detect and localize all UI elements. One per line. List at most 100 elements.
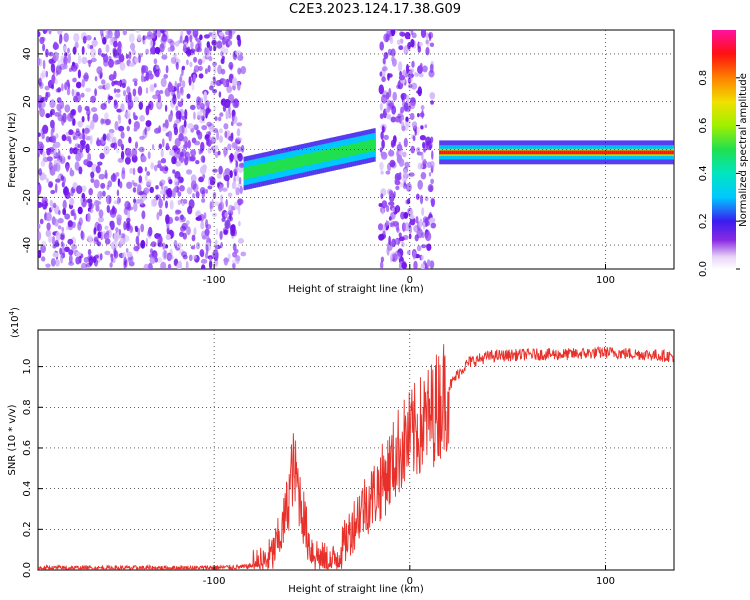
- heatmap-speckle: [387, 73, 393, 78]
- heatmap-speckle: [206, 47, 210, 55]
- heatmap-speckle: [202, 108, 207, 119]
- heatmap-speckle: [133, 115, 138, 121]
- heatmap-speckle: [114, 30, 121, 39]
- heatmap-speckle: [219, 112, 224, 117]
- heatmap-speckle: [86, 198, 93, 204]
- heatmap-speckle: [173, 157, 177, 165]
- heatmap-speckle: [72, 182, 78, 190]
- heatmap-band-inner: [261, 163, 264, 176]
- colorbar-tick-label: 0.4: [698, 165, 709, 181]
- heatmap-speckle: [80, 196, 83, 204]
- heatmap-speckle: [161, 242, 166, 248]
- heatmap-speckle: [399, 110, 403, 118]
- heatmap-speckle: [106, 230, 110, 235]
- heatmap-speckle: [126, 217, 131, 223]
- heatmap-band-inner: [265, 162, 268, 175]
- heatmap-band-inner: [327, 149, 330, 161]
- heatmap-speckle: [411, 82, 418, 90]
- heatmap-speckle: [117, 157, 124, 163]
- heatmap-band-inner: [291, 156, 294, 169]
- heatmap-speckle: [149, 83, 155, 93]
- heatmap-speckle: [67, 47, 70, 54]
- heatmap-speckle: [77, 121, 81, 126]
- heatmap-speckle: [411, 32, 417, 39]
- heatmap-speckle: [104, 225, 109, 230]
- heatmap-speckle: [85, 35, 92, 41]
- heatmap-speckle: [52, 252, 59, 258]
- heatmap-speckle: [385, 220, 390, 226]
- heatmap-speckle: [398, 45, 404, 51]
- heatmap-speckle: [116, 88, 121, 93]
- heatmap-speckle: [207, 147, 212, 154]
- heatmap-speckle: [113, 248, 117, 258]
- heatmap-speckle: [61, 181, 65, 188]
- heatmap-speckle: [231, 77, 238, 87]
- heatmap-speckle: [77, 144, 82, 149]
- heatmap-speckle: [192, 254, 197, 260]
- heatmap-speckle: [404, 161, 410, 168]
- heatmap-speckle: [197, 215, 202, 220]
- heatmap-speckle: [193, 65, 200, 73]
- heatmap-band-inner: [325, 149, 328, 162]
- heatmap-speckle: [131, 180, 135, 185]
- heatmap-speckle: [97, 223, 102, 232]
- heatmap-speckle: [87, 43, 91, 49]
- heatmap-speckle: [426, 161, 432, 168]
- heatmap-speckle: [388, 201, 395, 206]
- heatmap-speckle: [379, 103, 383, 111]
- heatmap-speckle: [128, 51, 132, 60]
- heatmap-speckle: [59, 247, 63, 255]
- heatmap-speckle: [70, 209, 75, 217]
- heatmap-speckle: [420, 172, 427, 180]
- heatmap-speckle: [165, 65, 169, 74]
- heatmap-speckle: [196, 129, 201, 136]
- heatmap-speckle: [90, 48, 96, 58]
- heatmap-speckle: [60, 253, 64, 264]
- heatmap-speckle: [173, 123, 178, 130]
- heatmap-speckle: [417, 162, 424, 170]
- heatmap-speckle: [399, 172, 402, 177]
- heatmap-speckle: [70, 187, 74, 197]
- heatmap-speckle: [391, 207, 395, 213]
- heatmap-speckle: [162, 127, 167, 132]
- heatmap-speckle: [205, 108, 212, 113]
- heatmap-band-core: [621, 150, 624, 155]
- heatmap-speckle: [208, 125, 215, 133]
- heatmap-speckle: [148, 104, 152, 108]
- heatmap-speckle: [386, 205, 390, 213]
- heatmap-speckle: [380, 131, 384, 140]
- heatmap-speckle: [154, 251, 157, 260]
- heatmap-speckle: [90, 95, 96, 104]
- heatmap-band-inner: [305, 153, 308, 166]
- heatmap-speckle: [45, 212, 52, 222]
- heatmap-speckle: [93, 199, 100, 207]
- heatmap-band-inner: [275, 160, 278, 173]
- heatmap-speckle: [190, 245, 196, 250]
- heatmap-speckle: [179, 185, 185, 192]
- heatmap-band-inner: [315, 151, 318, 164]
- heatmap-speckle: [421, 255, 424, 261]
- heatmap-speckle: [52, 202, 57, 208]
- heatmap-speckle: [85, 143, 90, 154]
- heatmap-speckle: [117, 41, 122, 50]
- heatmap-speckle: [157, 242, 163, 248]
- heatmap-speckle: [150, 162, 155, 170]
- heatmap-speckle: [54, 183, 58, 194]
- heatmap-speckle: [126, 181, 133, 189]
- heatmap-speckle: [189, 34, 193, 43]
- heatmap-speckle: [48, 183, 53, 188]
- heatmap-speckle: [101, 79, 106, 85]
- heatmap-band-inner: [321, 150, 324, 163]
- heatmap-speckle: [421, 207, 425, 216]
- heatmap-speckle: [224, 168, 231, 176]
- heatmap-speckle: [126, 152, 132, 158]
- heatmap-speckle: [190, 41, 194, 49]
- heatmap-band-inner: [331, 148, 334, 161]
- heatmap-speckle: [379, 41, 385, 51]
- heatmap-speckle: [159, 43, 165, 53]
- heatmap-speckle: [54, 141, 61, 148]
- heatmap-speckle: [116, 196, 121, 205]
- heatmap-speckle: [212, 212, 217, 217]
- heatmap-band-core: [443, 150, 446, 155]
- heatmap-speckle: [214, 244, 219, 251]
